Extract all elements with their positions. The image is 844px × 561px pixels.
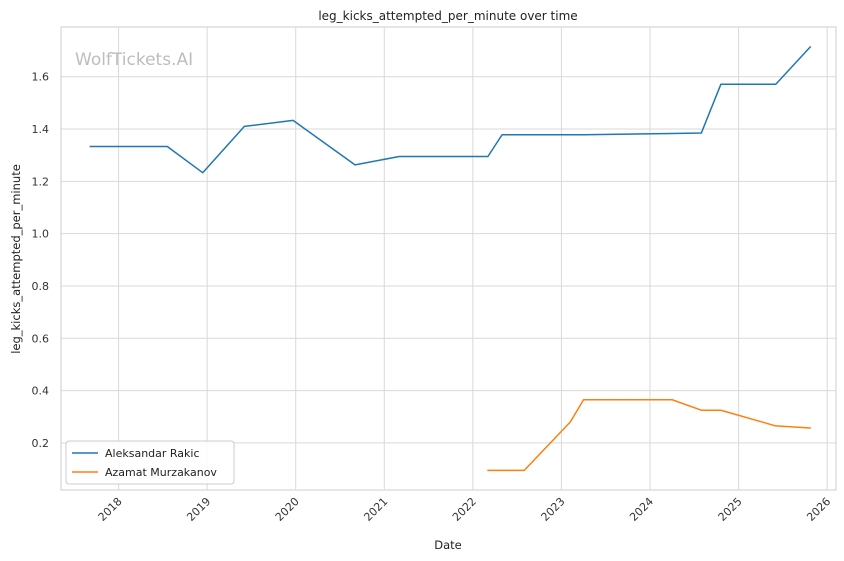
series-line-1 [487,399,812,472]
y-axis-ticks: 0.2 0.4 0.6 0.8 1.0 1.2 1.4 1.6 [32,71,50,450]
x-tick-label: 2026 [804,495,833,524]
series-line-0 [89,46,812,174]
chart-title: leg_kicks_attempted_per_minute over time [318,9,577,23]
x-tick-label: 2024 [627,495,656,524]
x-axis-ticks: 2018 2019 2020 2021 2022 2023 2024 2025 2026 [96,495,834,524]
plot-background [60,26,837,491]
legend-box [65,440,235,485]
y-tick-label: 0.8 [32,280,50,293]
y-tick-label: 0.6 [32,332,50,345]
y-tick-label: 1.6 [32,71,50,84]
legend-label: Azamat Murzakanov [105,466,217,479]
x-tick-label: 2019 [184,495,213,524]
x-tick-label: 2023 [539,495,568,524]
series-layer [89,46,812,472]
y-tick-label: 0.4 [32,385,50,398]
y-axis-label: leg_kicks_attempted_per_minute [9,164,23,354]
legend-label: Aleksandar Rakic [105,447,200,460]
grid [61,27,836,490]
x-tick-label: 2018 [96,495,125,524]
watermark: WolfTickets.AI [75,50,193,70]
y-tick-label: 1.4 [32,123,50,136]
x-tick-label: 2022 [450,495,479,524]
x-tick-label: 2021 [361,495,390,524]
x-tick-label: 2025 [716,495,745,524]
y-tick-label: 0.2 [32,437,50,450]
x-tick-label: 2020 [273,495,302,524]
legend: Aleksandar Rakic Azamat Murzakanov [65,440,235,485]
x-axis-label: Date [434,538,462,552]
y-tick-label: 1.0 [32,228,50,241]
y-tick-label: 1.2 [32,175,50,188]
